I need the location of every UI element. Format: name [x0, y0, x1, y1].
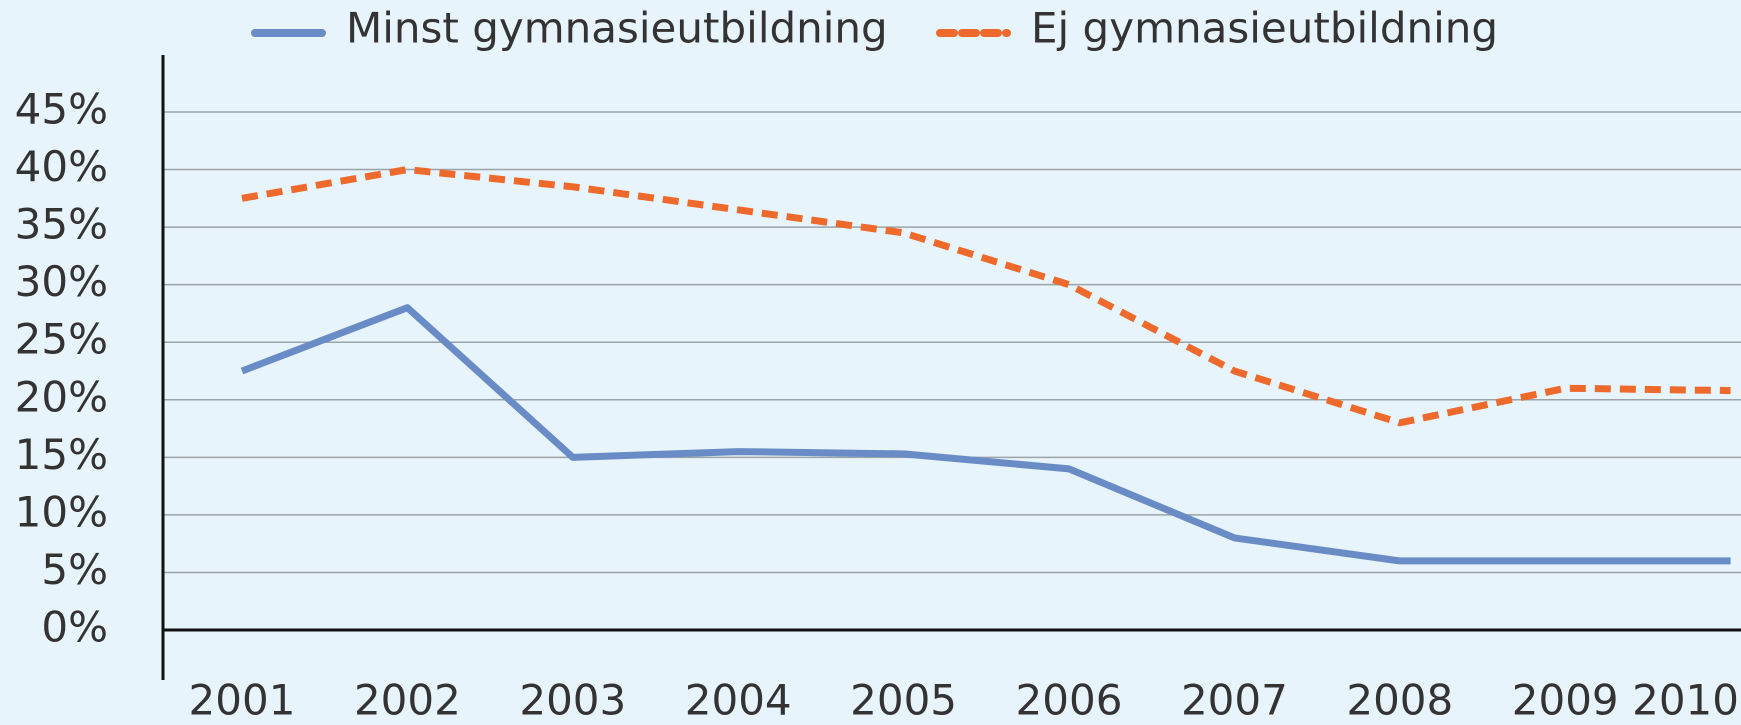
data-line [241, 166, 1731, 427]
y-tick-label: 35% [15, 200, 108, 249]
y-tick-label: 45% [15, 85, 108, 134]
data-line [240, 304, 1731, 565]
x-tick-label: 2001 [189, 676, 296, 725]
y-tick-label: 40% [15, 142, 108, 191]
legend-label: Minst gymnasieutbildning [346, 4, 888, 53]
y-tick-label: 0% [41, 603, 108, 652]
x-tick-label: 2009 [1512, 676, 1619, 725]
y-tick-label: 10% [15, 487, 108, 536]
x-tick-label: 2005 [850, 676, 957, 725]
y-tick-label: 30% [15, 257, 108, 306]
x-tick-label: 2008 [1346, 676, 1453, 725]
x-tick-label: 2002 [354, 676, 461, 725]
y-tick-label: 25% [15, 315, 108, 364]
y-tick-label: 5% [41, 545, 108, 594]
x-tick-label: 2010 [1632, 676, 1739, 725]
legend-label: Ej gymnasieutbildning [1031, 4, 1498, 53]
x-tick-label: 2004 [685, 676, 792, 725]
x-tick-label: 2003 [519, 676, 626, 725]
y-tick-label: 20% [15, 372, 108, 421]
x-tick-label: 2007 [1181, 676, 1288, 725]
x-tick-label: 2006 [1016, 676, 1123, 725]
y-tick-label: 15% [15, 430, 108, 479]
